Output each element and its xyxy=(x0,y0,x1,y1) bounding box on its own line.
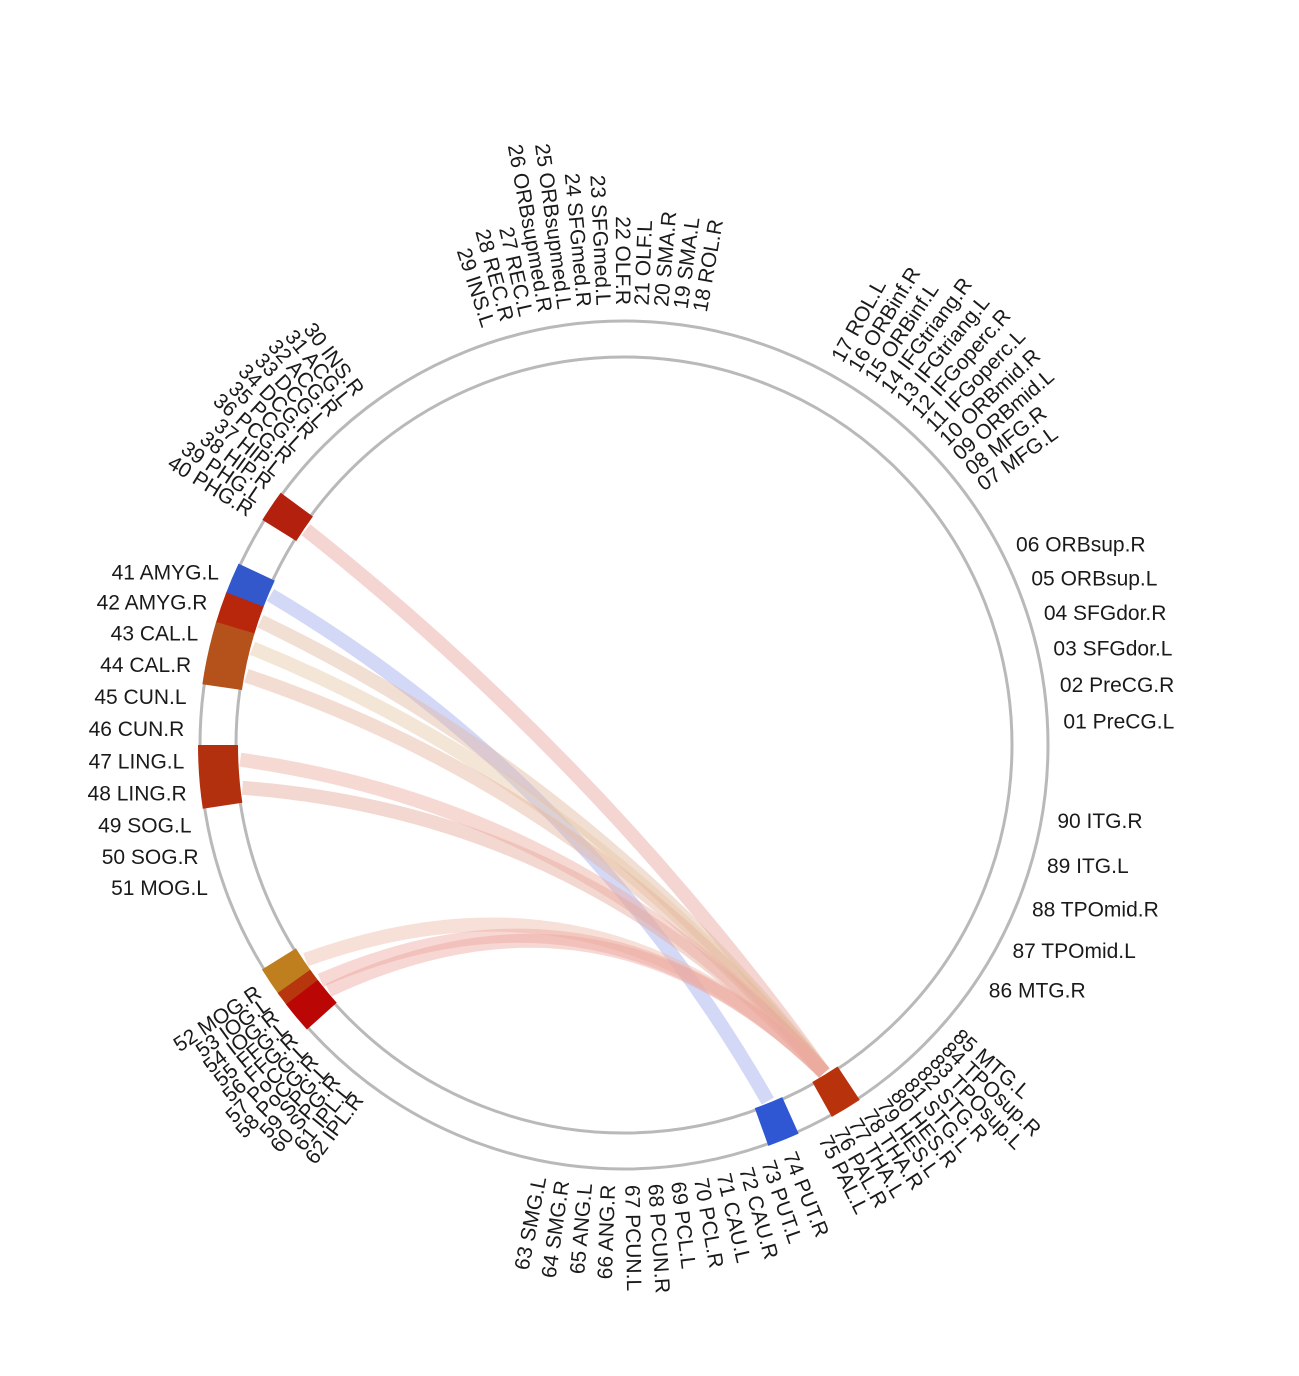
region-label-44: 44 CAL.R xyxy=(100,654,191,677)
region-label-5: 05 ORBsup.L xyxy=(1031,567,1157,590)
region-label-48: 48 LING.R xyxy=(88,783,187,806)
region-node-77 xyxy=(812,1066,860,1117)
region-label-43: 43 CAL.L xyxy=(111,623,199,646)
region-label-4: 04 SFGdor.R xyxy=(1044,602,1167,625)
region-label-22: 22 OLF.R xyxy=(611,216,634,305)
region-label-66: 66 ANG.R xyxy=(594,1184,620,1279)
highlighted-region-nodes xyxy=(198,492,860,1146)
region-label-88: 88 TPOmid.R xyxy=(1032,898,1159,921)
region-node-43-44 xyxy=(202,621,255,690)
outer-ring xyxy=(198,319,1050,1171)
region-label-67: 67 PCUN.L xyxy=(620,1185,645,1292)
region-label-6: 06 ORBsup.R xyxy=(1016,534,1146,557)
region-label-3: 03 SFGdor.L xyxy=(1053,638,1172,661)
region-label-90: 90 ITG.R xyxy=(1057,810,1142,833)
region-label-86: 86 MTG.R xyxy=(989,980,1086,1003)
region-label-51: 51 MOG.L xyxy=(111,877,208,900)
connection-47-77 xyxy=(239,752,830,1078)
connection-48-77 xyxy=(241,780,830,1078)
ring-outline xyxy=(198,319,1050,1171)
region-label-87: 87 TPOmid.L xyxy=(1012,940,1135,963)
connection-43-77 xyxy=(249,641,830,1078)
region-label-89: 89 ITG.L xyxy=(1047,855,1129,878)
region-node-55 xyxy=(286,979,337,1030)
region-label-50: 50 SOG.R xyxy=(102,846,199,869)
region-label-1: 01 PreCG.L xyxy=(1063,710,1174,733)
region-node-47-48 xyxy=(198,745,243,809)
connection-39-77 xyxy=(301,524,830,1077)
region-label-46: 46 CUN.R xyxy=(89,718,185,741)
connection-54-77 xyxy=(317,928,829,1078)
connection-41-74 xyxy=(266,588,774,1105)
connection-42-77 xyxy=(257,614,830,1078)
region-node-52 xyxy=(261,948,313,997)
region-label-42: 42 AMYG.R xyxy=(97,592,208,615)
connection-55-77 xyxy=(325,933,829,1078)
region-label-21: 21 OLF.L xyxy=(631,220,657,306)
region-labels: 01 PreCG.L 02 PreCG.R 03 SFGdor.L 04 SFGdor… xyxy=(88,142,1175,1294)
region-label-45: 45 CUN.L xyxy=(94,686,186,709)
inner-ring xyxy=(234,355,1014,1135)
region-label-2: 02 PreCG.R xyxy=(1060,674,1174,697)
region-label-47: 47 LING.L xyxy=(89,750,185,773)
connection-52-77 xyxy=(303,917,829,1078)
region-node-42 xyxy=(215,592,264,635)
connection-links xyxy=(239,524,830,1105)
region-node-74 xyxy=(754,1097,799,1146)
region-label-49: 49 SOG.L xyxy=(98,814,191,837)
region-label-41: 41 AMYG.L xyxy=(112,562,219,585)
connection-44-77 xyxy=(244,669,830,1078)
region-node-39 xyxy=(262,492,313,542)
